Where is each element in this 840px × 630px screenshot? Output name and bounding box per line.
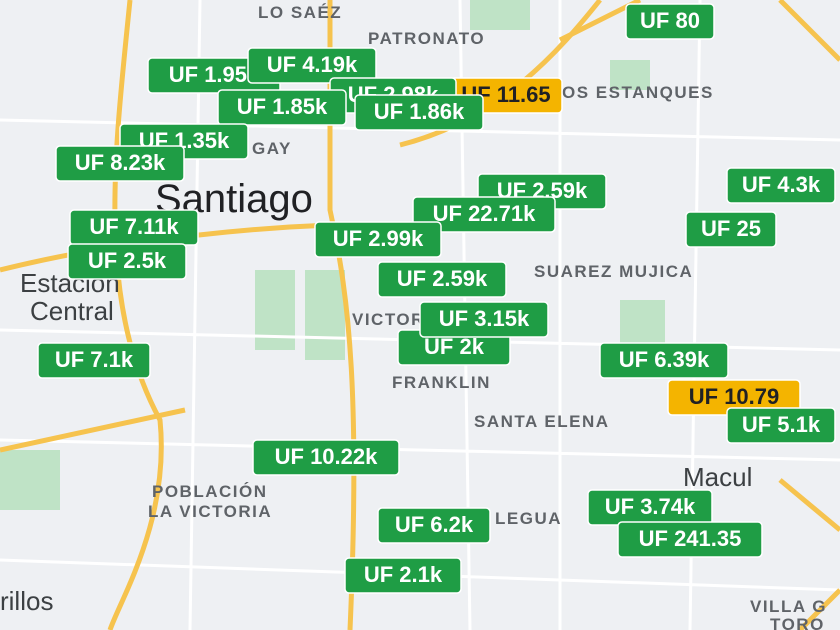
pin-background — [617, 521, 763, 558]
price-pin[interactable]: UF 11.65 — [449, 77, 563, 114]
pin-label: UF 1.86k — [374, 99, 465, 124]
price-pin[interactable]: UF 3.74k — [587, 489, 713, 526]
pin-label: UF 1.85k — [237, 94, 328, 119]
place-label: FRANKLIN — [392, 373, 491, 392]
pin-label: UF 4.3k — [742, 172, 821, 197]
price-pin[interactable]: UF 5.1k — [726, 407, 836, 444]
pin-label: UF 7.1k — [55, 347, 134, 372]
pin-background — [67, 243, 187, 280]
pin-label: UF 2.59k — [397, 266, 488, 291]
pin-background — [685, 211, 777, 248]
pin-background — [217, 89, 347, 126]
price-pin[interactable]: UF 1.85k — [217, 89, 347, 126]
place-label: TORO — [770, 615, 825, 630]
place-label: SANTA ELENA — [474, 412, 610, 431]
pin-label: UF 25 — [701, 216, 761, 241]
pin-label: UF 2.1k — [364, 562, 443, 587]
pin-label: UF 4.19k — [267, 52, 358, 77]
price-pin[interactable]: UF 7.11k — [69, 209, 199, 246]
pin-label: UF 1.95k — [169, 62, 260, 87]
place-label: GAY — [252, 139, 292, 158]
pin-label: UF 3.15k — [439, 306, 530, 331]
pin-label: UF 5.1k — [742, 412, 821, 437]
pin-label: UF 7.11k — [89, 214, 179, 239]
price-pin[interactable]: UF 80 — [625, 3, 715, 40]
price-pin[interactable]: UF 2.1k — [344, 557, 462, 594]
pin-background — [37, 342, 151, 379]
price-pin[interactable]: UF 2.99k — [314, 221, 442, 258]
price-pin[interactable]: UF 2.59k — [377, 261, 507, 298]
pin-background — [314, 221, 442, 258]
price-pin[interactable]: UF 8.23k — [55, 145, 185, 182]
place-label: LEGUA — [495, 509, 562, 528]
place-label: rillos — [0, 586, 53, 616]
pin-background — [726, 407, 836, 444]
pin-label: UF 241.35 — [639, 526, 742, 551]
price-pin[interactable]: UF 4.19k — [247, 47, 377, 84]
pin-label: UF 2k — [424, 334, 485, 359]
price-pin[interactable]: UF 4.3k — [726, 167, 836, 204]
pin-background — [354, 94, 484, 131]
place-label: SUAREZ MUJICA — [534, 262, 693, 281]
pin-background — [625, 3, 715, 40]
price-pin[interactable]: UF 7.1k — [37, 342, 151, 379]
pin-background — [377, 507, 491, 544]
pin-background — [55, 145, 185, 182]
pin-label: UF 80 — [640, 8, 700, 33]
pin-background — [252, 439, 400, 476]
pin-background — [344, 557, 462, 594]
price-pin[interactable]: UF 10.22k — [252, 439, 400, 476]
pin-background — [419, 301, 549, 338]
place-label: LO SAÉZ — [258, 3, 342, 22]
pin-background — [599, 342, 729, 379]
price-pin[interactable]: UF 25 — [685, 211, 777, 248]
place-label: PATRONATO — [368, 29, 485, 48]
price-pin[interactable]: UF 6.39k — [599, 342, 729, 379]
price-pin[interactable]: UF 3.15k — [419, 301, 549, 338]
place-labels: LO SAÉZ PATRONATO OS ESTANQUES GAY Santi… — [0, 3, 827, 630]
place-label: Central — [30, 296, 114, 326]
pin-background — [377, 261, 507, 298]
pin-label: UF 2.5k — [88, 248, 167, 273]
pin-background — [726, 167, 836, 204]
pin-label: UF 10.22k — [275, 444, 378, 469]
place-label: Macul — [683, 462, 752, 492]
price-pin[interactable]: UF 6.2k — [377, 507, 491, 544]
price-pin[interactable]: UF 2.5k — [67, 243, 187, 280]
price-pin[interactable]: UF 241.35 — [617, 521, 763, 558]
pin-label: UF 3.74k — [605, 494, 696, 519]
pin-label: UF 10.79 — [689, 384, 780, 409]
price-pin[interactable]: UF 1.95k — [147, 57, 281, 94]
pin-label: UF 8.23k — [75, 150, 166, 175]
pin-label: UF 6.2k — [395, 512, 474, 537]
place-label: VILLA G — [750, 597, 827, 616]
price-pin[interactable]: UF 22.71k — [412, 196, 556, 233]
pin-background — [247, 47, 377, 84]
price-pin[interactable]: UF 1.86k — [354, 94, 484, 131]
pin-label: UF 22.71k — [433, 201, 536, 226]
place-label: LA VICTORIA — [148, 502, 272, 521]
place-label: OS ESTANQUES — [562, 83, 714, 102]
pin-label: UF 6.39k — [619, 347, 710, 372]
pin-background — [412, 196, 556, 233]
place-label: POBLACIÓN — [152, 482, 268, 501]
pin-label: UF 2.99k — [333, 226, 424, 251]
